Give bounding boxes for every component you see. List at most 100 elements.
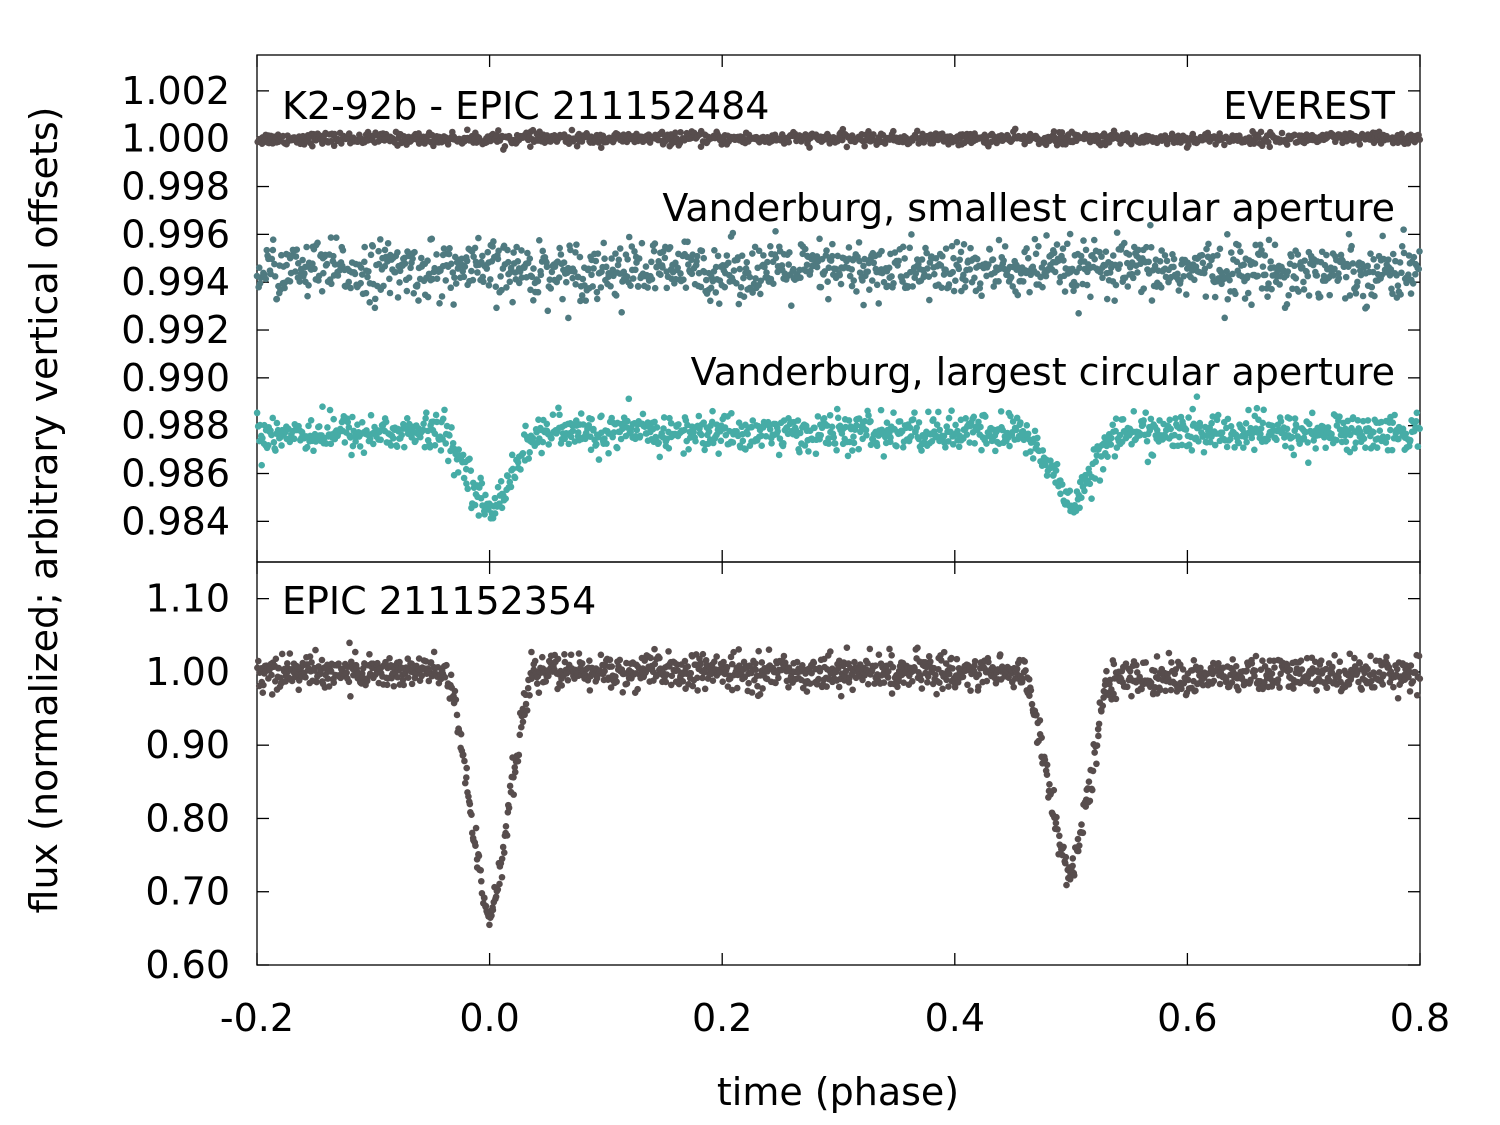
data-point — [514, 257, 522, 265]
data-point — [538, 449, 545, 457]
data-point — [1387, 426, 1394, 434]
data-point — [757, 277, 765, 285]
data-point — [701, 685, 709, 693]
data-point — [290, 435, 298, 443]
data-point — [1099, 466, 1107, 473]
data-point — [535, 237, 543, 244]
data-point — [1066, 230, 1074, 238]
data-point — [593, 288, 601, 296]
data-point — [1257, 128, 1265, 136]
data-point — [1251, 446, 1258, 454]
data-point — [688, 256, 695, 264]
data-point — [335, 660, 342, 667]
data-point — [1168, 659, 1175, 666]
data-point — [1060, 257, 1067, 264]
data-point — [1300, 278, 1307, 286]
data-point — [461, 757, 468, 765]
data-point — [1056, 278, 1063, 286]
data-point — [1104, 453, 1111, 460]
data-point — [850, 439, 858, 447]
data-point — [1147, 244, 1155, 251]
data-point — [586, 687, 594, 694]
data-point — [1278, 129, 1286, 137]
data-point — [1248, 434, 1256, 442]
data-point — [685, 445, 692, 453]
data-point — [693, 257, 700, 265]
data-point — [339, 247, 347, 254]
data-point — [1099, 274, 1106, 282]
data-point — [932, 255, 940, 262]
data-point — [499, 843, 507, 851]
data-point — [685, 261, 692, 268]
data-point — [682, 284, 690, 291]
data-point — [418, 672, 426, 680]
data-point — [873, 281, 881, 289]
data-point — [1040, 259, 1048, 267]
y-tick-label: 1.10 — [145, 577, 230, 621]
data-point — [514, 459, 522, 466]
data-point — [472, 842, 479, 849]
data-point — [486, 921, 493, 929]
data-point — [474, 269, 481, 276]
data-point — [1147, 679, 1155, 686]
data-point — [728, 409, 735, 417]
data-point — [712, 289, 720, 296]
data-point — [711, 247, 718, 254]
data-point — [908, 231, 915, 238]
data-point — [460, 474, 468, 482]
data-point — [735, 646, 743, 653]
data-point — [896, 418, 904, 425]
data-point — [1223, 443, 1231, 451]
data-point — [1050, 128, 1058, 135]
data-point — [472, 824, 480, 832]
data-point — [481, 894, 488, 902]
data-point — [830, 434, 838, 441]
data-point — [1056, 832, 1063, 840]
data-point — [674, 264, 682, 272]
data-point — [1145, 258, 1152, 266]
data-point — [1130, 408, 1138, 415]
data-point — [955, 265, 963, 273]
data-point — [614, 261, 622, 269]
data-point — [587, 446, 595, 454]
data-point — [1258, 246, 1265, 254]
data-point — [301, 263, 309, 271]
data-point — [1086, 480, 1094, 488]
data-point — [464, 485, 472, 493]
data-point — [774, 428, 782, 435]
data-point — [381, 246, 389, 254]
data-point — [677, 270, 684, 277]
data-point — [895, 257, 902, 265]
data-point — [1021, 658, 1029, 665]
data-point — [861, 255, 868, 263]
data-point — [848, 266, 856, 273]
data-point — [855, 445, 862, 453]
data-point — [1303, 131, 1310, 138]
data-point — [597, 144, 605, 152]
data-point — [1007, 412, 1014, 420]
data-point — [272, 655, 280, 663]
data-point — [1110, 660, 1118, 668]
data-point — [978, 446, 985, 454]
data-point — [1053, 813, 1060, 821]
data-point — [316, 423, 323, 430]
data-point — [785, 683, 792, 691]
data-point — [489, 906, 497, 914]
data-point — [1360, 435, 1368, 442]
data-point — [1043, 761, 1051, 769]
data-point — [1273, 436, 1280, 444]
data-point — [1240, 261, 1248, 269]
data-point — [464, 126, 471, 134]
data-point — [283, 660, 291, 667]
data-point — [615, 256, 623, 264]
data-point — [853, 421, 860, 429]
ticks — [256, 55, 1421, 966]
data-point — [828, 252, 836, 260]
data-point — [839, 125, 847, 133]
data-point — [992, 447, 999, 455]
data-point — [1125, 251, 1133, 258]
data-point — [594, 250, 602, 257]
data-point — [1411, 138, 1419, 146]
data-point — [522, 700, 530, 708]
data-point — [1191, 276, 1198, 284]
